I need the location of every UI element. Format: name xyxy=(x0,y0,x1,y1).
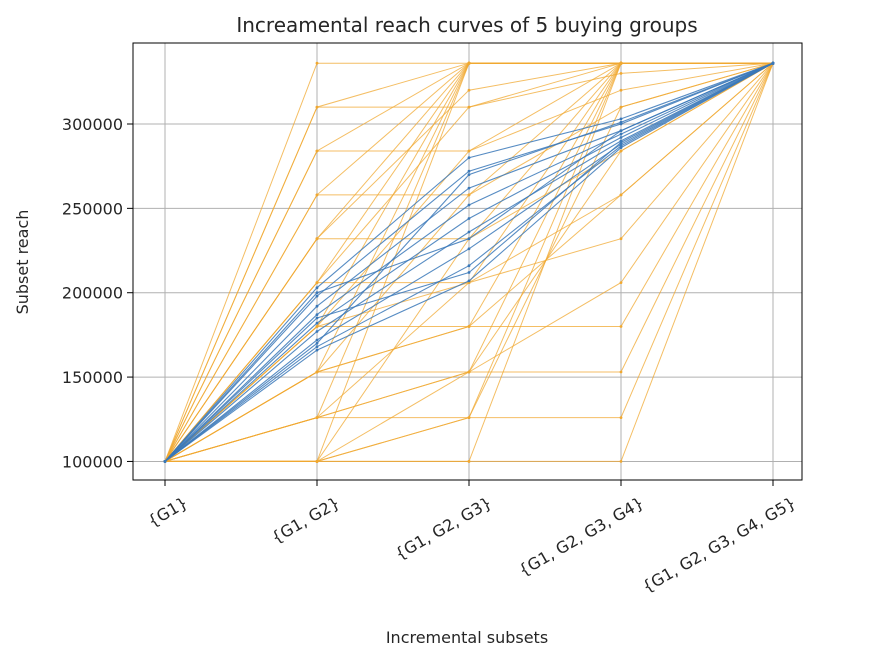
orange-data-point xyxy=(315,237,319,241)
y-tick-label: 200000 xyxy=(62,284,123,303)
blue-data-point xyxy=(771,61,775,65)
orange-curves xyxy=(163,61,775,463)
blue-data-point xyxy=(467,271,471,274)
blue-data-point xyxy=(619,120,623,124)
blue-data-point xyxy=(619,146,623,150)
blue-data-point xyxy=(467,230,471,234)
blue-data-point xyxy=(315,321,319,325)
blue-data-point xyxy=(467,156,471,160)
orange-data-point xyxy=(467,460,471,463)
orange-data-point xyxy=(315,193,319,197)
orange-data-point xyxy=(467,325,471,328)
orange-data-point xyxy=(619,193,623,197)
blue-data-point xyxy=(315,341,319,345)
orange-data-point xyxy=(467,105,471,109)
orange-data-point xyxy=(467,149,471,153)
blue-data-point xyxy=(315,338,319,342)
blue-data-point xyxy=(315,304,319,308)
x-tick-label: {G1, G2, G3, G4} xyxy=(515,493,647,580)
blue-data-point xyxy=(467,279,471,283)
orange-data-point xyxy=(315,416,319,419)
blue-data-point xyxy=(315,286,319,290)
orange-data-point xyxy=(619,370,623,374)
y-tick-label: 150000 xyxy=(62,368,123,387)
chart-title: Increamental reach curves of 5 buying gr… xyxy=(236,13,697,37)
blue-data-point xyxy=(467,247,471,251)
blue-data-point xyxy=(619,141,623,144)
orange-data-point xyxy=(315,370,319,374)
blue-data-point xyxy=(619,117,623,121)
orange-data-point xyxy=(619,88,623,92)
orange-data-point xyxy=(315,460,319,463)
x-tick-label: {G1} xyxy=(144,493,191,531)
orange-data-point xyxy=(467,61,471,65)
blue-data-point xyxy=(619,132,623,136)
orange-data-point xyxy=(619,460,623,463)
blue-data-point xyxy=(315,345,319,349)
y-tick-label: 100000 xyxy=(62,452,123,471)
orange-data-point xyxy=(619,325,623,328)
plot-frame xyxy=(132,42,803,481)
y-tick-label: 250000 xyxy=(62,199,123,218)
orange-data-point xyxy=(619,61,623,65)
orange-data-point xyxy=(619,72,623,75)
blue-data-point xyxy=(467,237,471,241)
blue-data-point xyxy=(467,173,471,177)
orange-data-point xyxy=(467,88,471,92)
blue-data-point xyxy=(467,217,471,220)
blue-data-point xyxy=(619,129,623,133)
x-axis-label: Incremental subsets xyxy=(386,628,548,647)
orange-data-point xyxy=(619,416,623,419)
x-tick-label: {G1, G2} xyxy=(268,493,343,547)
axis-ticks: {G1} {G1, G2} {G1, G2, G3} {G1, G2, G3, G4}… xyxy=(62,115,799,596)
blue-data-point xyxy=(315,313,319,316)
orange-data-point xyxy=(467,416,471,419)
x-tick-label: {G1, G2, G3, G4, G5} xyxy=(639,493,799,596)
orange-data-point xyxy=(315,149,319,153)
blue-data-point xyxy=(315,330,319,333)
orange-data-point xyxy=(619,281,623,284)
blue-data-point xyxy=(467,203,471,207)
orange-data-point xyxy=(315,281,319,284)
blue-data-point xyxy=(315,294,319,298)
orange-data-point xyxy=(315,61,319,65)
orange-data-point xyxy=(619,237,623,241)
orange-data-point xyxy=(467,193,471,197)
blue-data-point xyxy=(619,136,623,139)
y-axis-label: Subset reach xyxy=(13,210,32,315)
blue-data-point xyxy=(315,316,319,320)
blue-data-point xyxy=(315,348,319,352)
orange-data-point xyxy=(619,149,623,153)
y-tick-label: 300000 xyxy=(62,115,123,134)
orange-data-point xyxy=(619,105,623,109)
blue-data-point xyxy=(467,169,471,173)
orange-data-point xyxy=(315,105,319,109)
x-tick-label: {G1, G2, G3} xyxy=(392,493,495,564)
blue-data-point xyxy=(163,460,167,463)
orange-data-point xyxy=(315,325,319,328)
blue-data-point xyxy=(467,186,471,190)
blue-curves xyxy=(163,61,775,463)
blue-data-point xyxy=(467,264,471,268)
orange-data-point xyxy=(467,370,471,374)
blue-data-point xyxy=(315,291,319,295)
